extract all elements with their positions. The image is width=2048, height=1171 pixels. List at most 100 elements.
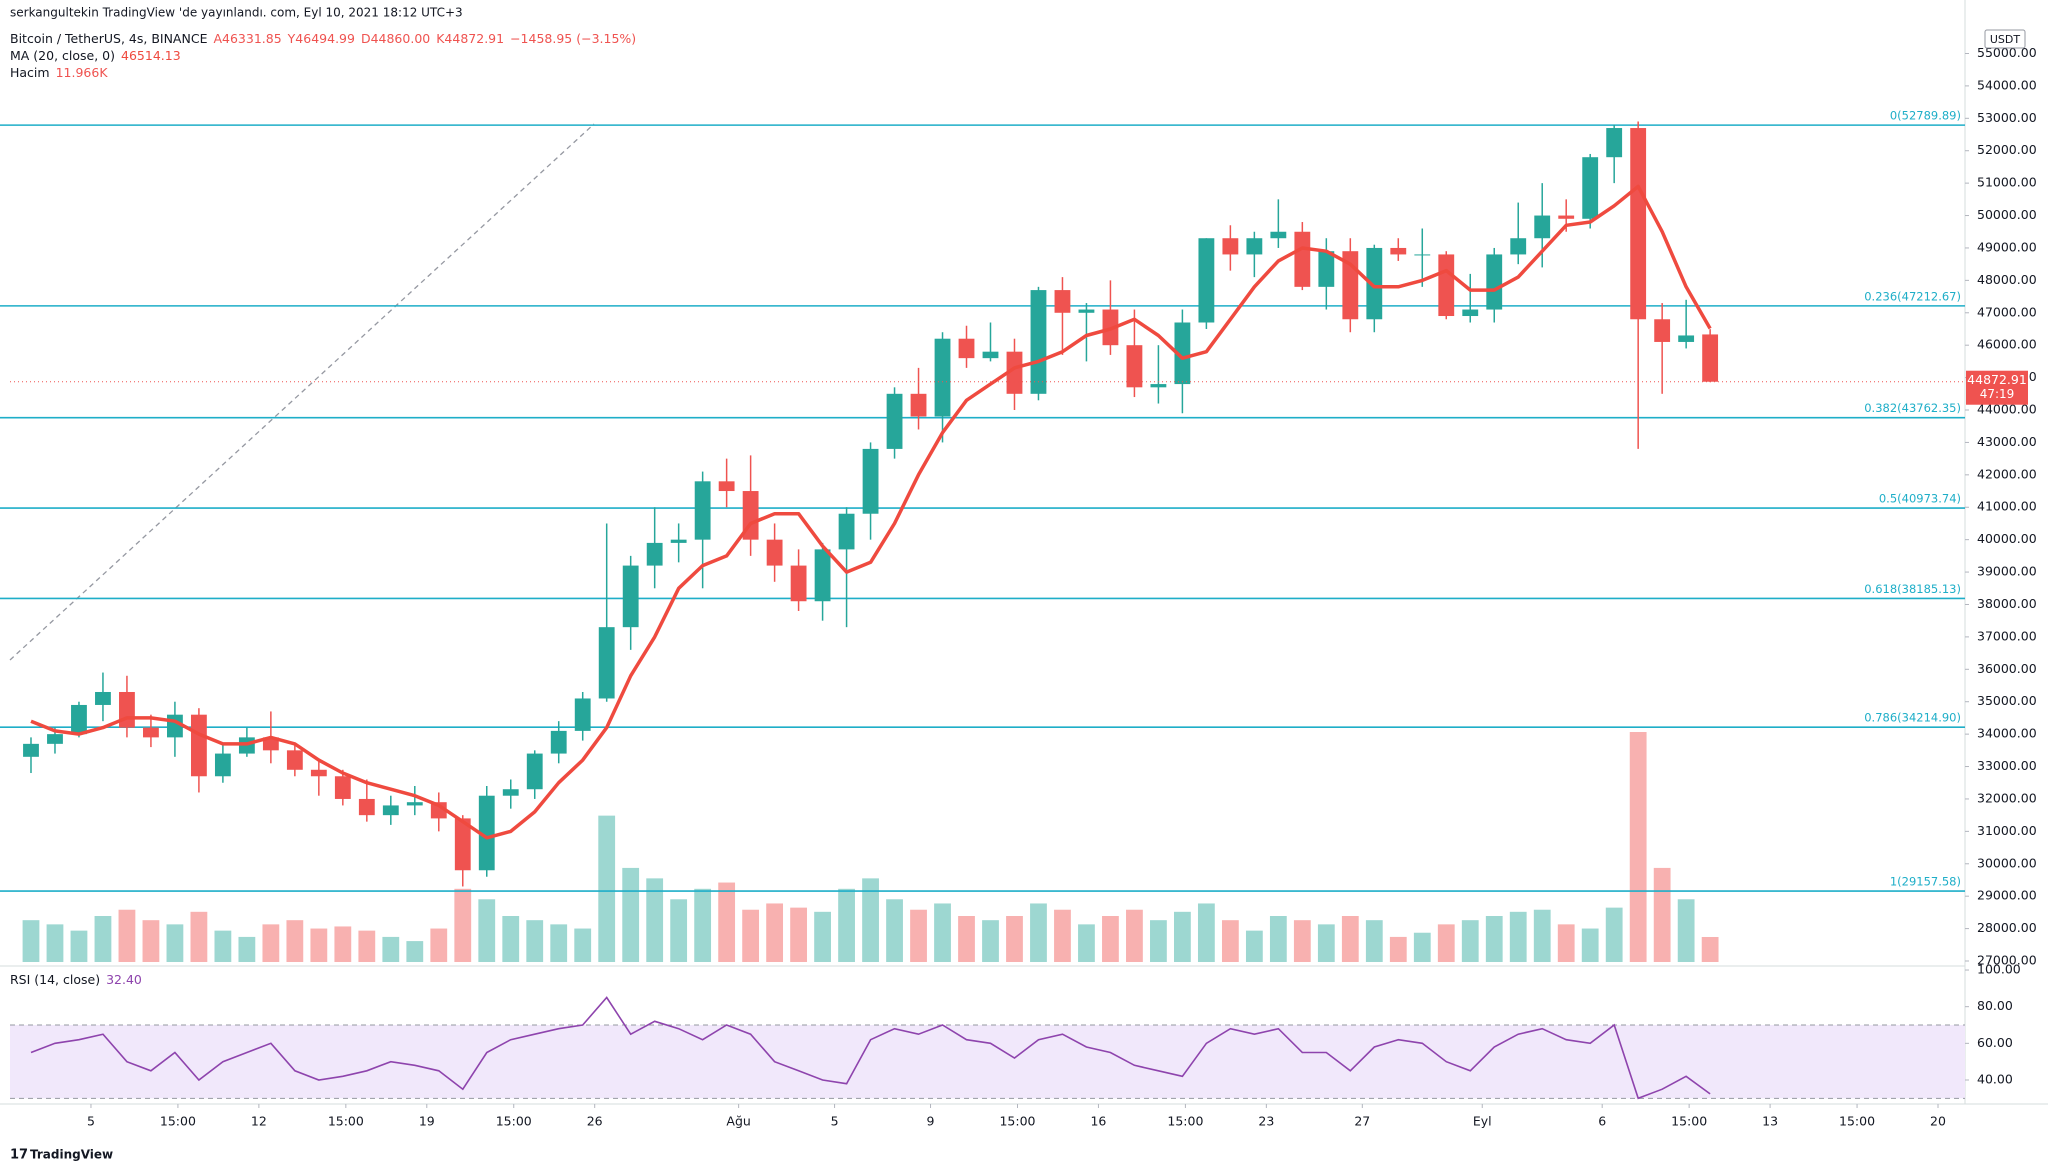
rsi-tick-label: 40.00: [1977, 1071, 2013, 1086]
x-tick-label: 15:00: [1671, 1114, 1707, 1129]
y-tick-label: 30000.00: [1977, 855, 2037, 870]
candle-body: [310, 769, 327, 777]
x-tick-label: 26: [587, 1114, 603, 1129]
y-tick-label: 33000.00: [1977, 758, 2037, 773]
volume-bar: [1221, 920, 1239, 962]
volume-bar: [1485, 916, 1503, 962]
rsi-legend: RSI (14, close) 32.40: [10, 972, 142, 987]
volume-bar: [94, 916, 112, 962]
volume-bar: [1365, 920, 1383, 962]
volume-bar: [238, 936, 256, 962]
candle-body: [910, 393, 927, 417]
candle-body: [862, 448, 879, 514]
candle-body: [71, 704, 87, 735]
rsi-band: [10, 1025, 1965, 1099]
candle-body: [1318, 251, 1335, 287]
candle-body: [1294, 231, 1311, 287]
candle-body: [406, 802, 423, 806]
y-tick-label: 39000.00: [1977, 564, 2037, 579]
candle-body: [1462, 309, 1479, 317]
volume-value: 11.966K: [56, 65, 109, 80]
x-tick-label: 12: [251, 1114, 267, 1129]
candle-body: [1654, 319, 1671, 342]
volume-bar: [22, 920, 40, 962]
x-tick-label: Eyl: [1473, 1114, 1492, 1129]
candle-body: [1510, 238, 1527, 255]
x-tick-label: 16: [1090, 1114, 1106, 1129]
ma-line: [30, 184, 1712, 840]
volume-bar: [1557, 924, 1575, 962]
y-tick-label: 36000.00: [1977, 661, 2037, 676]
volume-bar: [1245, 930, 1263, 962]
volume-bar: [982, 920, 999, 962]
x-tick-label: 15:00: [496, 1114, 532, 1129]
candle-body: [622, 565, 639, 628]
open: A46331.85: [213, 31, 281, 46]
candle-body: [23, 743, 39, 757]
y-tick-label: 48000.00: [1977, 272, 2037, 287]
candle-body: [1582, 157, 1599, 219]
candle-body: [1366, 247, 1383, 320]
candle-body: [1414, 254, 1431, 256]
volume-bar: [262, 924, 280, 962]
candle-body: [382, 805, 399, 816]
y-tick-label: 31000.00: [1977, 823, 2037, 838]
volume-bar: [910, 909, 927, 962]
volume-bar: [166, 924, 184, 962]
candle-body: [95, 691, 111, 705]
fib-label: 1(29157.58): [1890, 875, 1961, 889]
x-tick-label: 6: [1598, 1114, 1606, 1129]
x-tick-label: 15:00: [160, 1114, 196, 1129]
candle-body: [1558, 215, 1575, 219]
volume-label: Hacim: [10, 65, 50, 80]
volume-bar: [1078, 924, 1095, 962]
y-tick-label: 46000.00: [1977, 337, 2037, 352]
volume-bar: [694, 888, 712, 962]
high: Y46494.99: [287, 31, 355, 46]
y-tick-label: 44000.00: [1977, 402, 2037, 417]
volume-bar: [310, 928, 328, 962]
volume-bar: [406, 941, 424, 962]
candle-body: [334, 776, 351, 799]
candle-body: [286, 750, 303, 770]
candle-body: [766, 539, 783, 566]
y-tick-label: 47000.00: [1977, 304, 2037, 319]
candle-body: [454, 818, 471, 871]
volume-bar: [1677, 899, 1695, 962]
close: K44872.91: [436, 31, 504, 46]
x-tick-label: 5: [87, 1114, 95, 1129]
y-tick-label: 51000.00: [1977, 175, 2037, 190]
volume-bar: [190, 911, 208, 962]
y-tick-label: 41000.00: [1977, 499, 2037, 514]
volume-bar: [1653, 867, 1671, 962]
x-tick-label: 15:00: [1839, 1114, 1875, 1129]
candle-body: [718, 481, 735, 492]
fib-label: 0.236(47212.67): [1864, 289, 1961, 303]
candle-body: [814, 549, 831, 602]
candle-body: [1438, 254, 1455, 317]
y-tick-label: 53000.00: [1977, 110, 2037, 125]
candle-body: [119, 691, 135, 728]
volume-bar: [286, 920, 304, 962]
x-tick-label: 23: [1258, 1114, 1274, 1129]
volume-bar: [1533, 909, 1551, 962]
volume-bar: [766, 903, 784, 962]
change: −1458.95 (−3.15%): [510, 31, 636, 46]
volume-legend: Hacim 11.966K: [10, 65, 108, 80]
y-tick-label: 29000.00: [1977, 888, 2037, 903]
volume-bar: [550, 924, 568, 962]
rsi-tick-label: 100.00: [1977, 962, 2021, 977]
volume-bar: [1413, 932, 1431, 962]
volume-bar: [1293, 920, 1311, 962]
x-tick-label: 9: [927, 1114, 935, 1129]
x-tick-label: 13: [1762, 1114, 1778, 1129]
volume-bar: [430, 928, 448, 962]
last-price-box: [1966, 370, 2028, 405]
volume-bar: [1174, 911, 1191, 962]
rsi-label: RSI (14, close): [10, 972, 100, 987]
x-tick-label: 20: [1930, 1114, 1946, 1129]
volume-bar: [1437, 924, 1455, 962]
candle-body: [478, 795, 495, 871]
y-tick-label: 52000.00: [1977, 142, 2037, 157]
